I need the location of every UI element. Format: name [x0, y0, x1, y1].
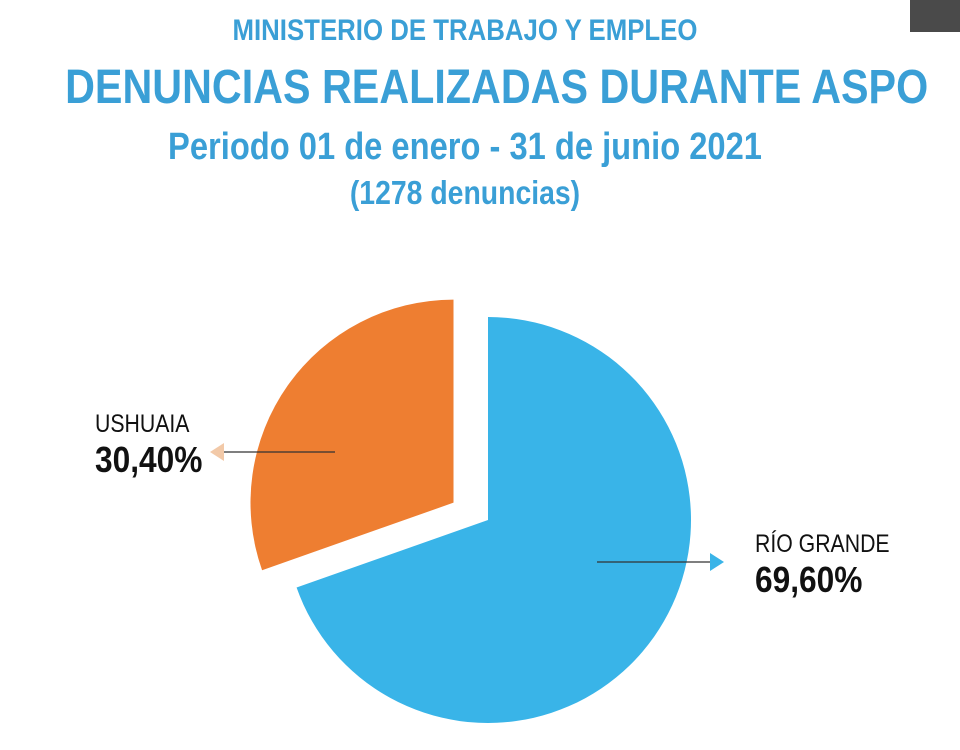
chart-title: DENUNCIAS REALIZADAS DURANTE ASPO [65, 61, 929, 114]
arrow-rio-grande-icon [710, 553, 724, 571]
slice-ushuaia [250, 299, 454, 571]
label-rio-grande-value: 69,60% [755, 559, 863, 600]
ministry-heading: MINISTERIO DE TRABAJO Y EMPLEO [232, 14, 698, 47]
slice-rio-grande [296, 317, 691, 723]
corner-tab [910, 0, 960, 32]
period-subtitle: Periodo 01 de enero - 31 de junio 2021 [168, 126, 762, 168]
label-rio-grande: RÍO GRANDE 69,60% [755, 530, 913, 601]
label-ushuaia-value: 30,40% [95, 439, 203, 480]
label-rio-grande-name: RÍO GRANDE [755, 530, 890, 558]
arrow-ushuaia-icon [210, 443, 224, 461]
total-count: (1278 denuncias) [349, 174, 581, 211]
label-ushuaia-name: USHUAIA [95, 410, 190, 438]
label-ushuaia: USHUAIA 30,40% [95, 410, 217, 481]
